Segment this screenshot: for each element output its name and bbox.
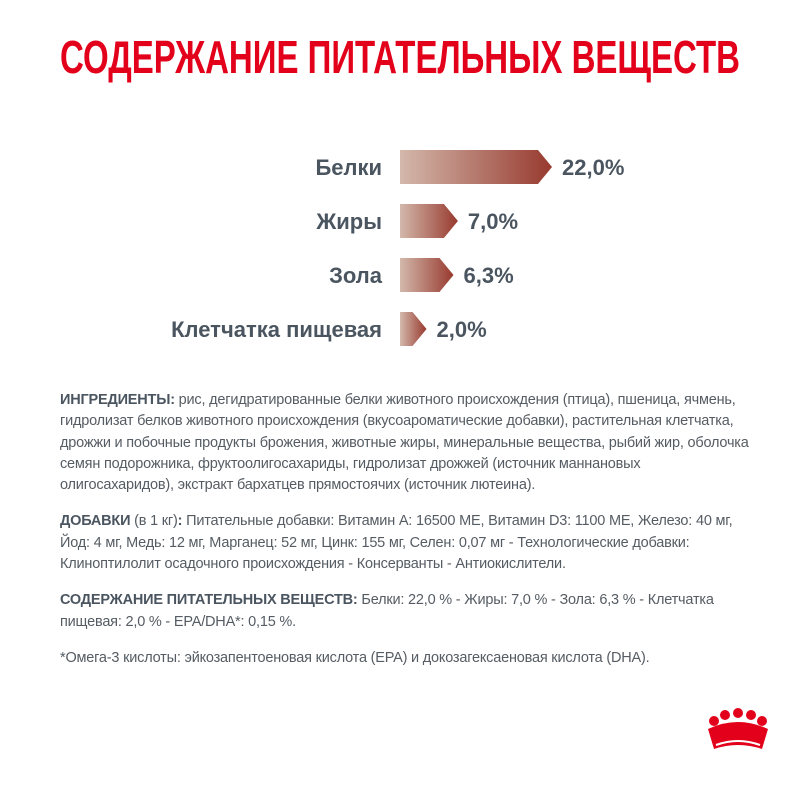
paragraph: ИНГРЕДИЕНТЫ: рис, дегидратированные белк… [60, 390, 750, 496]
value-label: 6,3% [464, 263, 514, 288]
category-label: Клетчатка пищевая [171, 317, 382, 342]
label: ИНГРЕДИЕНТЫ: [60, 392, 175, 408]
label: СОДЕРЖАНИЕ ПИТАТЕЛЬНЫХ ВЕЩЕСТВ: [60, 592, 358, 609]
value-label: 7,0% [468, 209, 518, 234]
bar [400, 258, 454, 292]
logo [708, 708, 768, 749]
text: Белки: 22,0 % - Жиры: 7,0 % - Зола: 6,3 … [60, 592, 714, 630]
text: рис, дегидратированные белки животного п… [60, 392, 749, 494]
label: : [177, 513, 183, 530]
paragraph: *Омега-3 кислоты: эйкозапентоеновая кисл… [60, 648, 750, 669]
paragraph: СОДЕРЖАНИЕ ПИТАТЕЛЬНЫХ ВЕЩЕСТВ: Белки: 2… [60, 590, 750, 633]
bar [400, 204, 458, 238]
text: (в 1 кг) [130, 513, 178, 530]
category-label: Белки [315, 155, 382, 180]
text-block: ИНГРЕДИЕНТЫ: рис, дегидратированные белк… [60, 390, 750, 684]
text: *Омега-3 кислоты: эйкозапентоеновая кисл… [60, 649, 650, 666]
value-label: 22,0% [562, 155, 624, 180]
text: Питательные добавки: Витамин А: 16500 МЕ… [60, 513, 733, 573]
paragraph: ДОБАВКИ (в 1 кг): Питательные добавки: В… [60, 511, 750, 575]
category-label: Зола [329, 263, 383, 288]
chart: СОДЕРЖАНИЕ ПИТАТЕЛЬНЫХ ВЕЩЕСТВ Белки 22,0… [60, 31, 740, 346]
value-label: 2,0% [437, 317, 487, 342]
label: ДОБАВКИ [60, 513, 131, 530]
bar [400, 312, 427, 346]
chart-title: СОДЕРЖАНИЕ ПИТАТЕЛЬНЫХ ВЕЩЕСТВ [60, 31, 740, 83]
bar [400, 150, 552, 184]
category-label: Жиры [315, 209, 382, 234]
